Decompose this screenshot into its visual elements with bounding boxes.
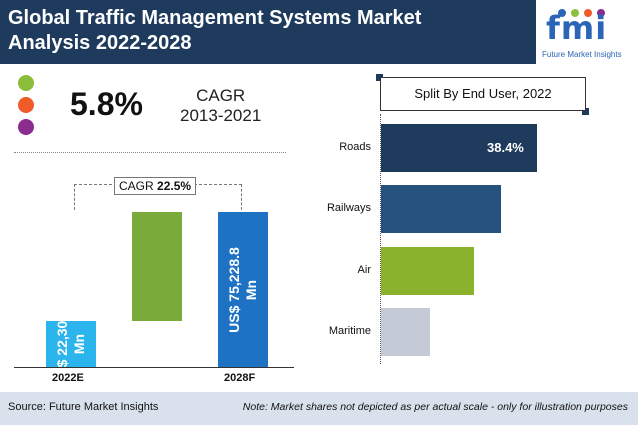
cagr-tag-value: 22.5% [157, 179, 192, 193]
logo-dot [558, 9, 566, 17]
bar-increment [132, 212, 182, 322]
cagr-tag-prefix: CAGR [119, 179, 154, 193]
fmi-logo: fmi Future Market Insights [536, 0, 638, 64]
header-banner: Global Traffic Management Systems Market… [0, 0, 638, 64]
logo-subtext: Future Market Insights [542, 50, 622, 59]
hbar-maritime [381, 308, 430, 356]
split-title-corner [582, 108, 589, 115]
logo-text: fmi [546, 9, 608, 47]
source-text: Source: Future Market Insights [8, 401, 159, 413]
bar-2028 [218, 212, 268, 367]
legend-dot-green [18, 75, 34, 91]
x-label-2022: 2022E [52, 372, 84, 384]
cagr-period: 2013-2021 [180, 106, 262, 125]
hbar-label-railways: Railways [326, 202, 371, 214]
hbar-air [381, 247, 475, 295]
footnote: Note: Market shares not depicted as per … [242, 401, 628, 413]
y-axis [380, 114, 381, 364]
logo-dot [584, 9, 592, 17]
hbar-roads [381, 124, 537, 172]
split-title: Split By End User, 2022 [380, 77, 586, 111]
x-axis [14, 367, 294, 368]
logo-dot [597, 9, 605, 17]
cagr-value: 5.8% [70, 86, 143, 122]
legend-dot-orange [18, 97, 34, 113]
hbar-label-air: Air [357, 264, 371, 276]
hbar-value-roads: 38.4% [487, 140, 524, 155]
logo-dot [571, 9, 579, 17]
x-label-2028: 2028F [224, 372, 256, 384]
bar-2022 [46, 321, 96, 367]
page-title: Global Traffic Management Systems Market… [8, 7, 422, 54]
bar-2028-value: US$ 75,228.8 Mn [226, 246, 259, 333]
hbar-railways [381, 185, 501, 233]
cagr-label-block: CAGR 2013-2021 [180, 86, 261, 126]
hbar-label-roads: Roads [339, 141, 371, 153]
cagr-tag: CAGR 22.5% [114, 177, 197, 195]
footer: Source: Future Market Insights Note: Mar… [0, 392, 638, 425]
section-divider [14, 152, 286, 153]
legend-dot-purple [18, 119, 34, 135]
cagr-label: CAGR [196, 86, 246, 105]
hbar-label-maritime: Maritime [328, 325, 371, 337]
logo-dots [558, 4, 628, 17]
split-title-corner [376, 74, 383, 81]
